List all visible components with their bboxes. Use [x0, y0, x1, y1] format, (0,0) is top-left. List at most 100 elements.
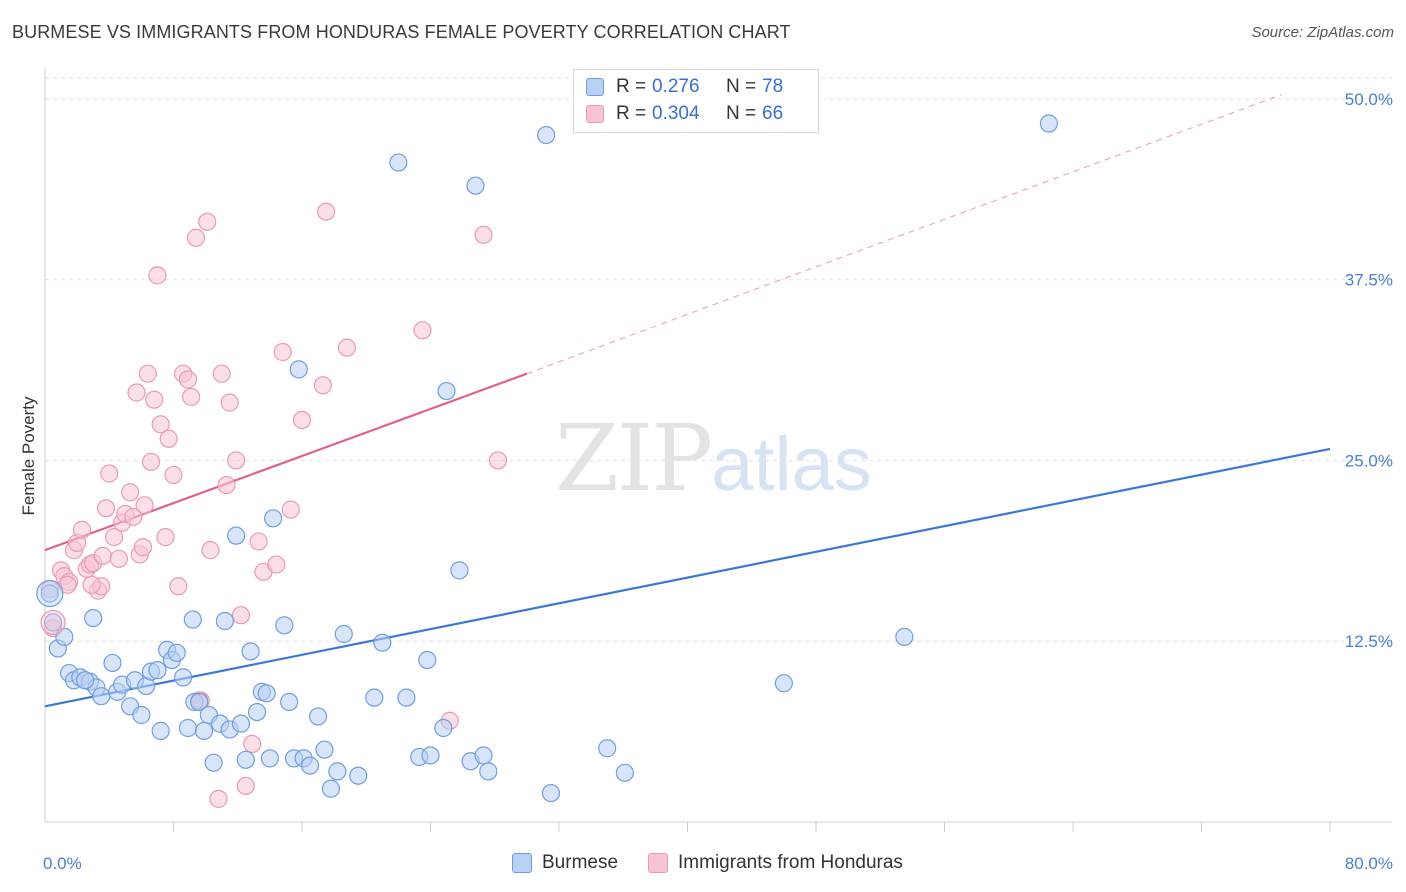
burmese-point: [397, 688, 416, 707]
burmese-point: [349, 766, 368, 785]
burmese-point: [43, 613, 63, 632]
legend-row-honduras: R = 0.304 N = 66: [586, 102, 783, 126]
watermark-zip: ZIP: [555, 405, 713, 512]
burmese-point: [178, 718, 198, 738]
chart-title: BURMESE VS IMMIGRANTS FROM HONDURAS FEMA…: [12, 22, 791, 42]
honduras-point: [82, 575, 101, 594]
honduras-point: [93, 546, 112, 566]
x-tick-label: 80.0%: [1345, 854, 1393, 873]
burmese-point: [308, 707, 328, 726]
legend-row-burmese: R = 0.276 N = 78: [586, 75, 783, 99]
burmese-point: [315, 740, 334, 759]
honduras-point: [138, 364, 157, 383]
honduras-point: [249, 532, 268, 551]
burmese-point: [40, 584, 59, 603]
burmese-point: [215, 611, 234, 631]
y-tick-label: 50.0%: [1345, 90, 1393, 109]
honduras-point: [141, 452, 161, 472]
y-tick-label: 25.0%: [1345, 451, 1393, 470]
honduras-point: [133, 538, 153, 557]
honduras-point: [127, 383, 146, 402]
burmese-point: [615, 763, 634, 782]
burmese-point: [537, 125, 556, 145]
burmese-point: [132, 705, 151, 725]
burmese-point: [434, 718, 453, 738]
honduras-point: [100, 464, 119, 483]
burmese-point: [421, 746, 440, 765]
legend-item-burmese: Burmese: [512, 852, 618, 874]
honduras-point: [178, 370, 198, 389]
honduras-point: [135, 496, 154, 515]
y-axis-label: Female Poverty: [19, 396, 38, 516]
burmese-point: [260, 749, 279, 768]
burmese-point: [257, 684, 276, 703]
honduras-point: [169, 577, 188, 596]
burmese-point: [300, 756, 320, 775]
honduras-point: [109, 549, 128, 568]
honduras-point: [151, 415, 170, 434]
burmese-point: [194, 721, 214, 740]
honduras-point: [281, 500, 300, 519]
honduras-point: [148, 266, 167, 285]
burmese-point: [289, 360, 308, 379]
honduras-point: [267, 555, 286, 574]
burmese-point: [389, 153, 408, 172]
burmese-point: [227, 526, 246, 545]
burmese-point: [466, 176, 485, 195]
r-label: R =: [616, 76, 647, 97]
burmese-point: [450, 561, 469, 580]
burmese-point: [365, 688, 384, 707]
y-tick-label: 12.5%: [1345, 632, 1393, 651]
honduras-point: [40, 609, 66, 636]
burmese-point: [774, 674, 793, 693]
burmese-point: [231, 714, 251, 733]
honduras-point: [474, 225, 493, 244]
honduras-point: [96, 499, 116, 518]
burmese-point: [280, 692, 299, 712]
honduras-point: [145, 390, 164, 409]
honduras-point: [164, 465, 183, 485]
honduras-legend-swatch: [648, 853, 669, 873]
burmese-point: [148, 661, 167, 680]
honduras-point: [243, 734, 262, 754]
honduras-point: [121, 483, 140, 502]
honduras-point: [413, 321, 432, 340]
honduras-point: [186, 228, 206, 247]
burmese-trend-line: [44, 447, 1331, 708]
honduras-point: [104, 528, 124, 547]
burmese-point: [541, 783, 561, 803]
watermark: ZIPatlas: [555, 405, 872, 512]
honduras-point: [212, 364, 231, 383]
honduras-point: [159, 429, 178, 448]
honduras-point: [273, 342, 292, 362]
n-label: N =: [726, 76, 757, 97]
honduras-point: [220, 393, 239, 412]
burmese-point: [373, 633, 392, 652]
y-tick-label: 37.5%: [1345, 271, 1393, 290]
r-label: R =: [616, 103, 647, 124]
axis-labels: 12.5% 25.0% 37.5% 50.0% 0.0% 80.0% Female Pove…: [19, 90, 1393, 873]
honduras-point: [488, 451, 508, 470]
series-legend: Burmese Immigrants from Honduras: [512, 852, 933, 874]
honduras-swatch: [586, 105, 604, 123]
honduras-point: [209, 789, 228, 808]
burmese-point: [598, 739, 617, 758]
x-tick-label: 0.0%: [43, 854, 82, 873]
burmese-legend-swatch: [512, 853, 532, 873]
data-points: [36, 114, 1059, 808]
burmese-point: [151, 721, 170, 740]
burmese-point: [84, 608, 103, 628]
grid-lines: [45, 77, 1392, 642]
r-value: 0.304: [652, 103, 700, 124]
burmese-point: [36, 579, 64, 608]
honduras-point: [313, 376, 332, 395]
axes: [44, 68, 1392, 832]
n-label: N =: [726, 103, 757, 124]
burmese-point: [167, 643, 186, 662]
legend-label-honduras: Immigrants from Honduras: [678, 852, 903, 873]
burmese-point: [247, 702, 267, 722]
burmese-point: [241, 642, 260, 661]
n-value: 78: [762, 76, 784, 97]
burmese-point: [334, 624, 353, 644]
